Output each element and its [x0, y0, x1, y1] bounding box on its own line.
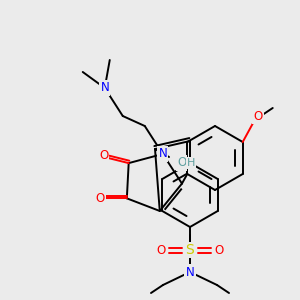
Text: S: S [186, 243, 194, 257]
Text: O: O [253, 110, 262, 122]
Text: N: N [158, 148, 167, 160]
Text: O: O [214, 244, 224, 256]
Text: O: O [99, 148, 108, 162]
Text: N: N [100, 82, 109, 94]
Text: H: H [187, 158, 195, 168]
Text: O: O [156, 244, 166, 256]
Text: N: N [186, 266, 194, 278]
Text: O: O [95, 192, 104, 205]
Text: O: O [177, 157, 186, 169]
